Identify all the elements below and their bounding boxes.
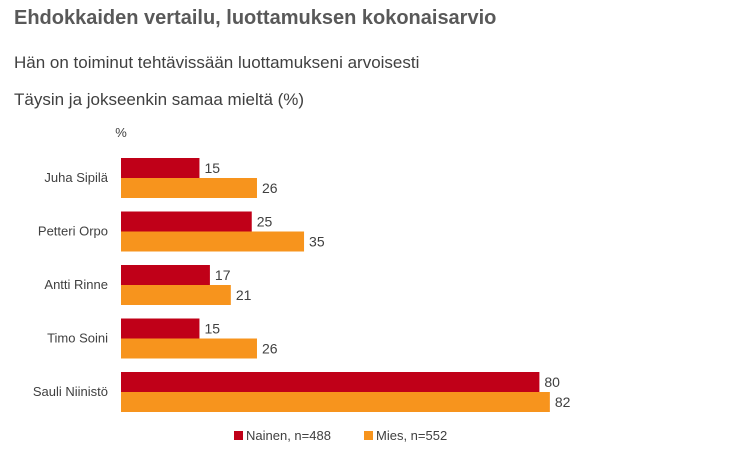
value-label-sauli-niinisto-mies: 82: [555, 394, 571, 410]
bar-sauli-niinisto-mies: [121, 392, 550, 412]
value-label-antti-rinne-mies: 21: [236, 287, 252, 303]
value-label-sauli-niinisto-nainen: 80: [544, 374, 560, 390]
category-label-petteri-orpo: Petteri Orpo: [38, 224, 108, 239]
legend-label-nainen: Nainen, n=488: [246, 428, 331, 443]
chart-title: Ehdokkaiden vertailu, luottamuksen kokon…: [14, 7, 497, 29]
category-label-sauli-niinisto: Sauli Niinistö: [33, 384, 108, 399]
value-label-timo-soini-nainen: 15: [204, 321, 220, 337]
bar-petteri-orpo-mies: [121, 231, 305, 252]
legend-swatch-nainen: [234, 431, 243, 440]
category-label-timo-soini: Timo Soini: [47, 331, 108, 346]
bars: [121, 158, 550, 412]
bar-sauli-niinisto-nainen: [121, 372, 540, 392]
legend-label-mies: Mies, n=552: [376, 428, 447, 443]
bar-juha-sipila-nainen: [121, 158, 200, 178]
category-label-antti-rinne: Antti Rinne: [44, 277, 108, 292]
legend: Nainen, n=488 Mies, n=552: [234, 428, 447, 443]
value-label-juha-sipila-nainen: 15: [204, 160, 220, 176]
bar-juha-sipila-mies: [121, 178, 257, 198]
category-label-juha-sipila: Juha Sipilä: [44, 170, 108, 185]
bar-antti-rinne-mies: [121, 285, 231, 305]
value-label-antti-rinne-nainen: 17: [215, 267, 231, 283]
bar-timo-soini-nainen: [121, 318, 200, 339]
value-label-petteri-orpo-nainen: 25: [257, 214, 273, 230]
value-labels: 15 26 25 35 17 21 15 26 80 82: [204, 160, 570, 410]
value-label-timo-soini-mies: 26: [262, 341, 278, 357]
bar-timo-soini-mies: [121, 338, 257, 359]
chart-subtitle: Hän on toiminut tehtävissään luottamukse…: [14, 53, 420, 72]
value-label-juha-sipila-mies: 26: [262, 180, 278, 196]
bar-antti-rinne-nainen: [121, 265, 210, 285]
legend-swatch-mies: [364, 431, 373, 440]
chart-measure-label: Täysin ja jokseenkin samaa mieltä (%): [14, 90, 305, 109]
value-label-petteri-orpo-mies: 35: [309, 234, 325, 250]
category-axis-labels: Juha Sipilä Petteri Orpo Antti Rinne Timo S…: [33, 170, 109, 399]
unit-label: %: [115, 125, 127, 140]
bar-petteri-orpo-nainen: [121, 211, 252, 232]
